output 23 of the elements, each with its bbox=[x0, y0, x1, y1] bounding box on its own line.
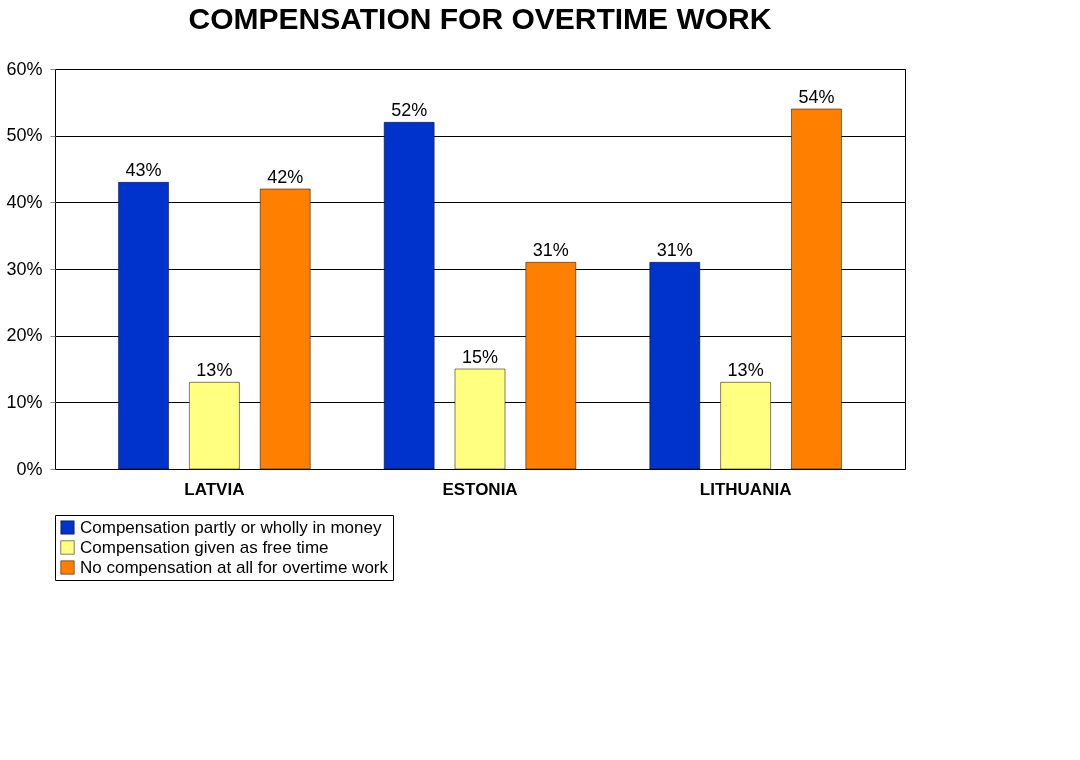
data-label: 13% bbox=[196, 360, 233, 381]
x-tick-label: LATVIA bbox=[184, 479, 245, 499]
data-label: 43% bbox=[125, 160, 162, 181]
chart-title: COMPENSATION FOR OVERTIME WORK bbox=[188, 2, 772, 35]
x-tick-label: LITHUANIA bbox=[699, 479, 792, 499]
y-tick-label: 50% bbox=[6, 125, 43, 146]
y-tick-label: 30% bbox=[6, 258, 43, 279]
x-tick-label: ESTONIA bbox=[442, 479, 518, 499]
data-label: 13% bbox=[727, 360, 764, 381]
y-tick-label: 20% bbox=[6, 325, 43, 346]
data-label: 31% bbox=[656, 240, 693, 261]
y-tick-label: 10% bbox=[6, 391, 43, 412]
data-label: 42% bbox=[267, 167, 304, 187]
y-tick-label: 0% bbox=[16, 458, 43, 479]
data-label: 15% bbox=[461, 347, 499, 367]
legend-label: Compensation given as free time bbox=[80, 537, 329, 557]
legend-label: Compensation partly or wholly in money bbox=[80, 517, 382, 537]
data-label: 31% bbox=[532, 240, 569, 261]
data-label: 54% bbox=[798, 87, 835, 107]
data-label: 52% bbox=[391, 100, 428, 121]
y-tick-label: 40% bbox=[6, 191, 43, 212]
y-tick-label: 60% bbox=[6, 58, 43, 79]
legend-label: No compensation at all for overtime work bbox=[80, 557, 389, 577]
